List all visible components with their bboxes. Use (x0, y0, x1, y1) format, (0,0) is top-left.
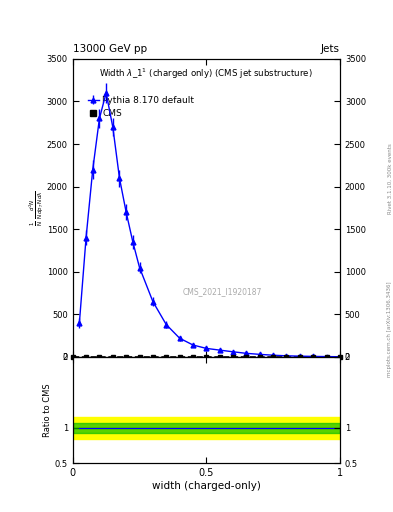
X-axis label: width (charged-only): width (charged-only) (152, 481, 261, 491)
Text: Jets: Jets (321, 44, 340, 54)
Text: 13000 GeV pp: 13000 GeV pp (73, 44, 147, 54)
Bar (73, 417, 340, 438)
Text: CMS_2021_I1920187: CMS_2021_I1920187 (183, 287, 262, 296)
Text: Rivet 3.1.10, 300k events: Rivet 3.1.10, 300k events (387, 143, 392, 214)
Bar (73, 423, 340, 433)
Text: Width $\lambda\_1^1$ (charged only) (CMS jet substructure): Width $\lambda\_1^1$ (charged only) (CMS… (99, 67, 313, 81)
Y-axis label: $\frac{1}{\rm N}$ $\frac{d^2N}{{\rm N}\,dp_T\,{\rm N}\,d\lambda}$: $\frac{1}{\rm N}$ $\frac{d^2N}{{\rm N}\,… (28, 190, 45, 226)
Legend: Pythia 8.170 default, CMS: Pythia 8.170 default, CMS (85, 93, 197, 121)
Y-axis label: Ratio to CMS: Ratio to CMS (43, 383, 52, 437)
Text: mcplots.cern.ch [arXiv:1306.3436]: mcplots.cern.ch [arXiv:1306.3436] (387, 282, 392, 377)
